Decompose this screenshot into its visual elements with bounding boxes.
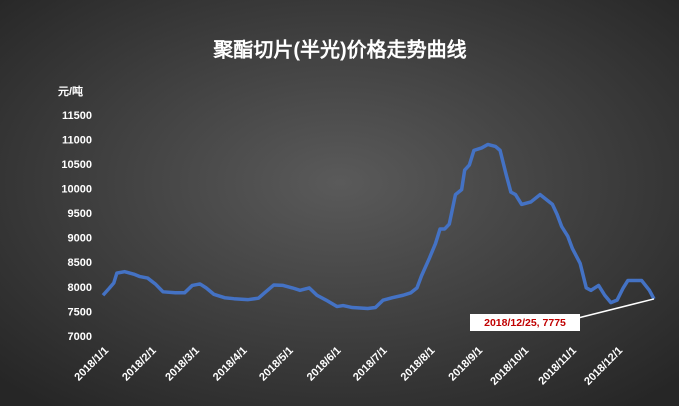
price-line — [101, 142, 656, 311]
annotation: 2018/12/25, 7775 — [484, 317, 566, 329]
y-tick-label: 10000 — [61, 184, 92, 196]
y-tick-label: 7000 — [68, 331, 92, 343]
y-tick-label: 11000 — [62, 134, 92, 146]
chart-title: 聚酯切片(半光)价格走势曲线 — [212, 37, 466, 61]
y-tick-label: 10500 — [61, 159, 92, 171]
annotation-box — [470, 314, 580, 331]
y-tick-label: 8000 — [68, 282, 92, 294]
y-axis-label: 元/吨 — [58, 84, 83, 98]
y-tick-label: 9000 — [68, 233, 92, 245]
y-tick-label: 9500 — [68, 208, 92, 220]
y-tick-label: 8500 — [68, 257, 92, 269]
y-tick-label: 7500 — [68, 306, 92, 318]
annotation-pointer — [577, 298, 655, 319]
y-tick-label: 11500 — [62, 110, 92, 122]
